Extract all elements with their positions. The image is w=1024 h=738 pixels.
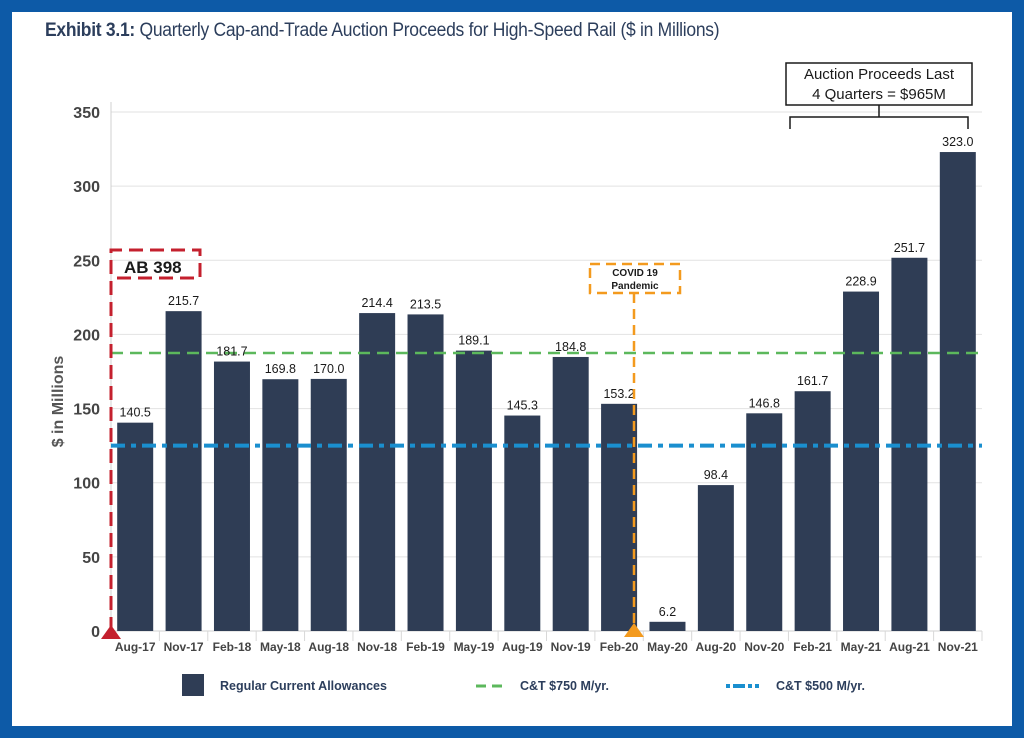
ab398-triangle bbox=[101, 625, 121, 639]
chart-title: Exhibit 3.1: Quarterly Cap-and-Trade Auc… bbox=[45, 20, 720, 42]
x-axis: Aug-17 Nov-17 Feb-18 May-18 Aug-18 Nov-18 Feb-… bbox=[110, 102, 983, 654]
x-tick-label: Nov-19 bbox=[551, 640, 591, 654]
value-labels: 140.5 215.7 181.7 169.8 170.0 214.4 213.5 189.1… bbox=[120, 135, 974, 619]
bar bbox=[117, 422, 154, 631]
bar-value-label: 169.8 bbox=[265, 362, 296, 376]
bar-value-label: 214.4 bbox=[361, 296, 392, 310]
bar bbox=[794, 391, 831, 631]
covid-box bbox=[588, 262, 682, 295]
x-tick-label: Nov-21 bbox=[938, 640, 978, 654]
bar bbox=[455, 350, 492, 631]
x-tick-label: Aug-19 bbox=[502, 640, 543, 654]
proceeds-box bbox=[785, 62, 973, 106]
bar-value-label: 215.7 bbox=[168, 294, 199, 308]
x-tick-label: Aug-20 bbox=[696, 640, 737, 654]
covid-triangle bbox=[624, 623, 644, 637]
y-tick-label: 250 bbox=[73, 253, 100, 270]
legend-label-500: C&T $500 M/yr. bbox=[776, 679, 865, 693]
bar bbox=[262, 379, 299, 631]
x-tick-label: Aug-21 bbox=[889, 640, 930, 654]
bars bbox=[117, 152, 976, 631]
annotations: AB 398 COVID 19 Pandemic Auction Proceeds L… bbox=[101, 62, 973, 639]
bar-value-label: 323.0 bbox=[942, 135, 973, 149]
bar-value-label: 161.7 bbox=[797, 374, 828, 388]
y-tick-label: 200 bbox=[73, 327, 100, 344]
bar bbox=[504, 415, 541, 631]
bar bbox=[746, 413, 783, 631]
covid-label-line1: COVID 19 bbox=[612, 268, 658, 279]
y-axis-ticks: 0 50 100 150 200 250 300 350 bbox=[73, 105, 100, 641]
bar-value-label: 98.4 bbox=[704, 468, 728, 482]
legend-swatch-bars bbox=[182, 674, 204, 696]
x-tick-label: Nov-20 bbox=[744, 640, 784, 654]
y-axis-label: $ in Millions bbox=[50, 356, 67, 448]
y-tick-label: 100 bbox=[73, 476, 100, 493]
bar bbox=[601, 403, 638, 631]
covid-label-line2: Pandemic bbox=[611, 281, 659, 292]
bar-value-label: 189.1 bbox=[458, 334, 489, 348]
bar-value-label: 140.5 bbox=[120, 406, 151, 420]
y-tick-label: 50 bbox=[82, 550, 100, 567]
bar bbox=[697, 485, 734, 631]
bar bbox=[359, 313, 396, 631]
bar-value-label: 181.7 bbox=[216, 345, 247, 359]
bar-value-label: 153.2 bbox=[603, 387, 634, 401]
bar bbox=[552, 356, 589, 631]
bar bbox=[649, 621, 686, 631]
bar bbox=[407, 314, 444, 631]
bar bbox=[939, 152, 976, 631]
x-tick-label: Feb-19 bbox=[406, 640, 445, 654]
x-tick-label: May-18 bbox=[260, 640, 301, 654]
title-bold: Exhibit 3.1: bbox=[45, 20, 135, 41]
x-tick-label: Feb-20 bbox=[600, 640, 639, 654]
bar bbox=[213, 361, 250, 631]
ab398-label: AB 398 bbox=[124, 258, 182, 277]
proceeds-label-line1: Auction Proceeds Last bbox=[804, 66, 955, 83]
ab398-bracket bbox=[109, 248, 202, 631]
bar-value-label: 184.8 bbox=[555, 340, 586, 354]
x-tick-label: May-21 bbox=[841, 640, 882, 654]
x-tick-label: Feb-18 bbox=[213, 640, 252, 654]
x-tick-label: May-19 bbox=[454, 640, 495, 654]
y-tick-label: 300 bbox=[73, 179, 100, 196]
proceeds-label-line2: 4 Quarters = $965M bbox=[812, 86, 946, 103]
x-tick-label: Aug-18 bbox=[308, 640, 349, 654]
x-tick-label: Nov-17 bbox=[164, 640, 204, 654]
bar-value-label: 6.2 bbox=[659, 605, 676, 619]
bar-value-label: 146.8 bbox=[749, 396, 780, 410]
bar-value-label: 251.7 bbox=[894, 241, 925, 255]
bar-value-label: 170.0 bbox=[313, 362, 344, 376]
bar-value-label: 228.9 bbox=[845, 275, 876, 289]
x-tick-label: May-20 bbox=[647, 640, 688, 654]
proceeds-bracket bbox=[789, 105, 969, 129]
y-tick-label: 0 bbox=[91, 624, 100, 641]
bar bbox=[310, 378, 347, 631]
bar-value-label: 213.5 bbox=[410, 297, 441, 311]
reference-lines bbox=[111, 351, 982, 448]
x-tick-label: Nov-18 bbox=[357, 640, 397, 654]
legend: Regular Current Allowances C&T $750 M/yr.… bbox=[182, 674, 865, 696]
y-tick-label: 350 bbox=[73, 105, 100, 122]
x-tick-label: Feb-21 bbox=[793, 640, 832, 654]
bar bbox=[843, 291, 880, 631]
legend-label-750: C&T $750 M/yr. bbox=[520, 679, 609, 693]
x-tick-label: Aug-17 bbox=[115, 640, 156, 654]
bar bbox=[165, 311, 202, 631]
y-tick-label: 150 bbox=[73, 402, 100, 419]
gridlines bbox=[111, 111, 982, 558]
legend-label-bars: Regular Current Allowances bbox=[220, 679, 387, 693]
title-rest: Quarterly Cap-and-Trade Auction Proceeds… bbox=[134, 20, 720, 41]
bar-value-label: 145.3 bbox=[507, 399, 538, 413]
